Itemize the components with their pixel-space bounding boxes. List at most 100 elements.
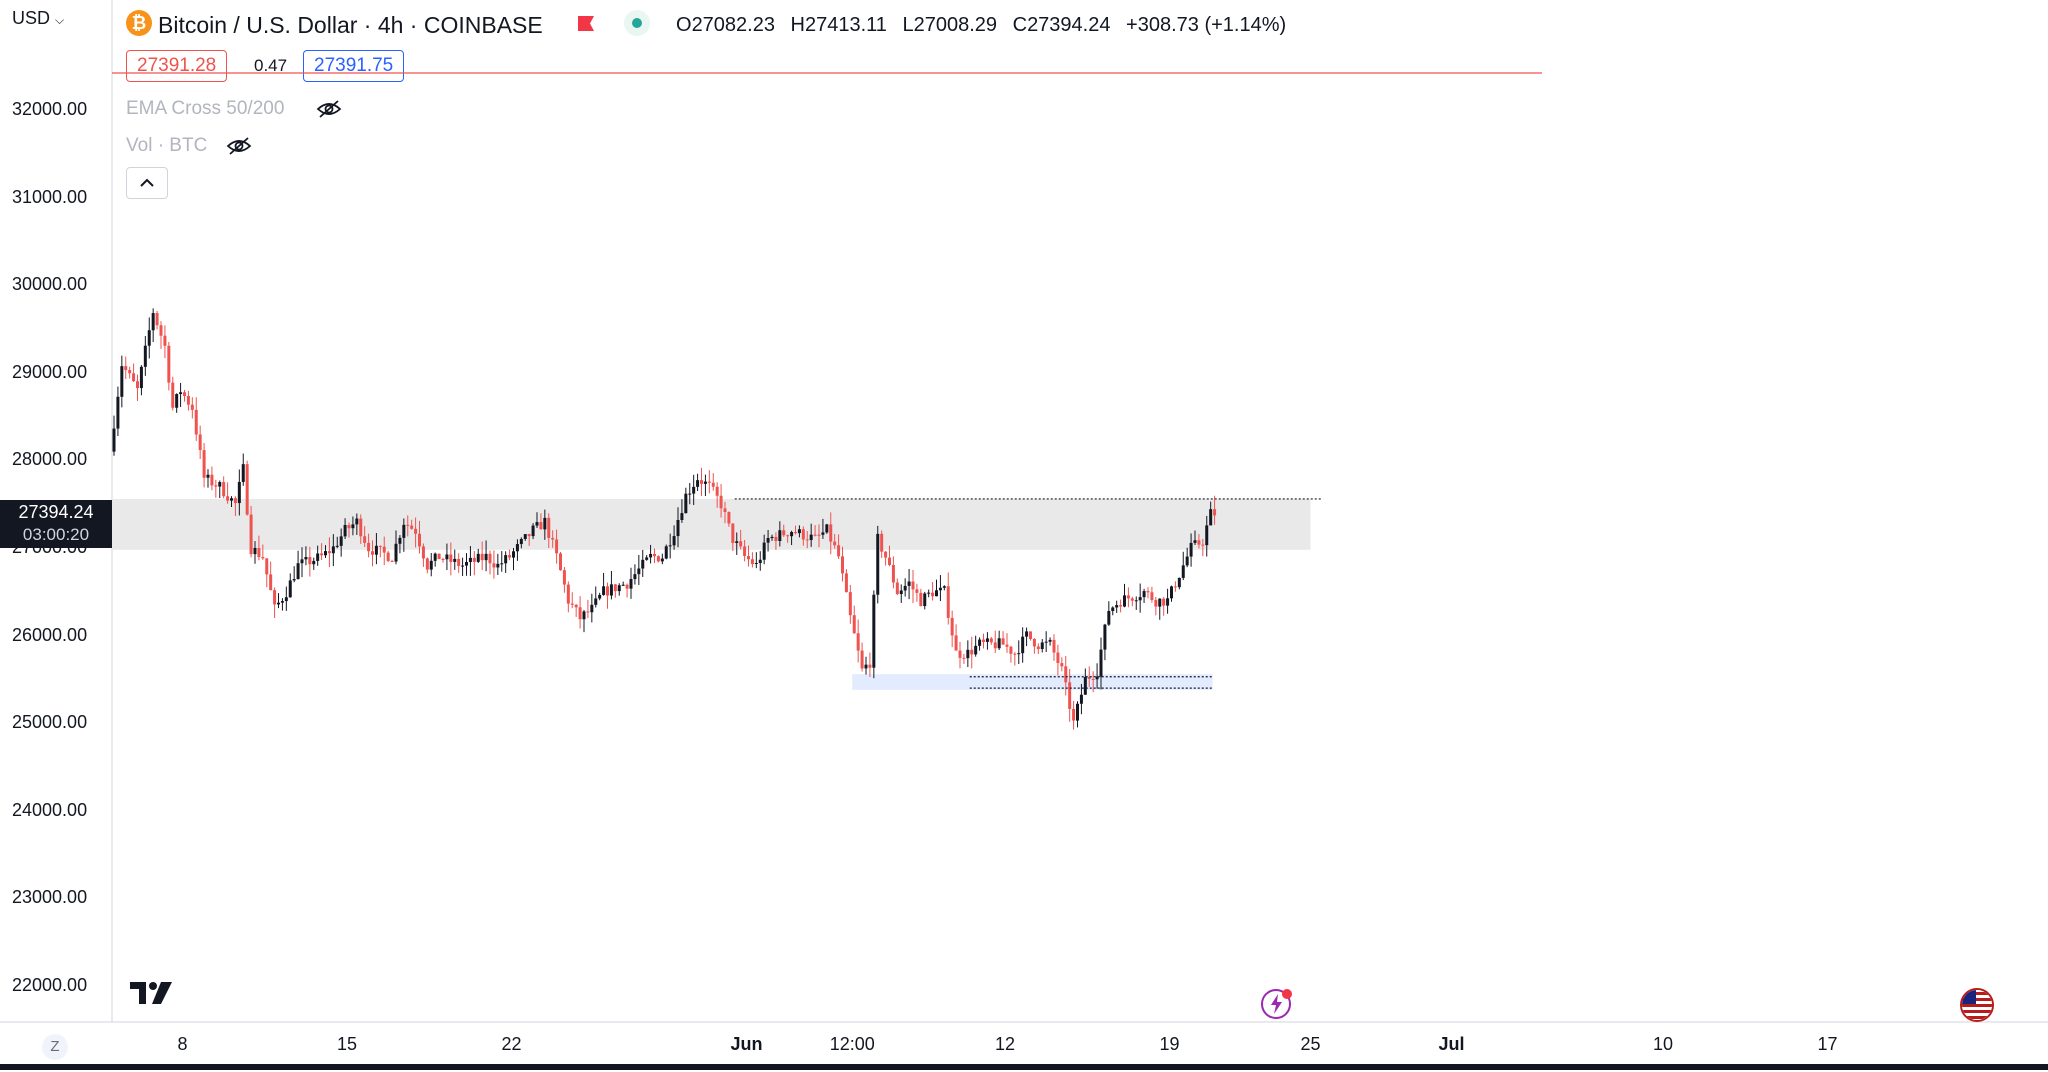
symbol-title[interactable]: Bitcoin / U.S. Dollar · 4h · COINBASE <box>158 12 543 38</box>
candle-body <box>997 638 1001 649</box>
open-label: O <box>676 14 692 36</box>
candle-body <box>139 366 143 389</box>
close-label: C <box>1012 14 1028 36</box>
candle-body <box>535 522 539 526</box>
candle-body <box>942 586 946 588</box>
market-status-icon[interactable] <box>624 10 650 36</box>
candle-body <box>1130 598 1134 601</box>
candle-body <box>637 568 641 575</box>
candle-body <box>277 602 280 605</box>
candle-body <box>488 553 492 564</box>
candle-body <box>1185 556 1189 566</box>
candle-body <box>175 394 179 408</box>
candle-body <box>680 513 684 520</box>
candle-body <box>794 532 797 534</box>
candle-body <box>1095 676 1099 680</box>
candle-body <box>555 539 559 554</box>
candle-body <box>280 601 284 603</box>
candle-body <box>598 594 602 599</box>
candle-body <box>1123 595 1126 607</box>
eye-hidden-icon[interactable] <box>316 98 342 120</box>
candle-body <box>206 474 210 478</box>
candle-body <box>1158 598 1162 607</box>
candle-body <box>214 485 218 487</box>
candle-body <box>860 650 864 669</box>
candle-body <box>429 560 433 570</box>
candle-body <box>1209 509 1213 526</box>
candle-body <box>1197 540 1201 545</box>
candle-body <box>378 545 382 547</box>
x-tick-label: 8 <box>177 1034 188 1054</box>
candle-body <box>872 594 876 668</box>
indicator-volume[interactable]: Vol · BTC <box>126 135 207 157</box>
candle-body <box>711 482 715 487</box>
candle-body <box>210 474 214 486</box>
candle-body <box>1138 597 1142 601</box>
candle-body <box>762 542 766 560</box>
candle-body <box>230 498 233 501</box>
candle-body <box>715 486 719 496</box>
candle-body <box>320 553 324 556</box>
candle-body <box>1166 598 1170 606</box>
candle-body <box>1193 540 1197 543</box>
candle-body <box>1213 509 1217 516</box>
indicator-ema-cross[interactable]: EMA Cross 50/200 <box>126 98 284 120</box>
x-tick-label: 15 <box>336 1034 358 1054</box>
candle-body <box>582 611 586 620</box>
candle-body <box>743 546 747 556</box>
candle-body <box>970 649 974 655</box>
candle-body <box>136 381 139 389</box>
candle-body <box>132 373 136 382</box>
candle-body <box>253 547 257 555</box>
candle-body <box>668 545 672 547</box>
candle-body <box>696 480 700 487</box>
candle-body <box>449 554 453 562</box>
candle-body <box>472 557 476 562</box>
candle-body <box>1083 677 1087 695</box>
candle-body <box>1064 666 1068 683</box>
candle-body <box>445 554 449 560</box>
candle-body <box>159 325 163 336</box>
candle-body <box>273 590 277 605</box>
candle-body <box>1001 638 1005 645</box>
candle-body <box>985 638 989 642</box>
currency-selector[interactable]: USD ⌵ <box>12 8 64 29</box>
eye-hidden-icon[interactable] <box>226 135 252 157</box>
candle-body <box>1111 607 1115 611</box>
currency-label: USD <box>12 8 51 28</box>
candle-body <box>778 530 782 542</box>
sell-price-button[interactable]: 27391.28 <box>126 50 228 82</box>
candle-body <box>911 581 915 590</box>
buy-price-button[interactable]: 27391.75 <box>303 50 405 82</box>
candle-body <box>527 534 531 537</box>
collapse-legend-button[interactable] <box>126 167 168 199</box>
candle-body <box>978 639 982 646</box>
lightning-icon[interactable] <box>1260 986 1294 1020</box>
candle-body <box>739 541 743 547</box>
candle-body <box>1060 663 1064 667</box>
y-tick-label: 31000.00 <box>12 186 88 207</box>
candle-body <box>613 584 617 592</box>
candle-body <box>629 579 633 589</box>
flag-icon[interactable] <box>576 15 596 32</box>
candle-body <box>457 558 461 566</box>
candle-body <box>484 553 488 561</box>
timezone-badge[interactable]: Z <box>42 1034 68 1060</box>
x-tick-label: 25 <box>1300 1034 1321 1054</box>
candle-body <box>578 607 582 620</box>
candle-body <box>226 496 230 501</box>
candle-body <box>876 533 880 595</box>
candle-body <box>653 553 656 557</box>
candle-body <box>919 592 923 607</box>
x-tick-label: 12:00 <box>829 1034 875 1054</box>
low-value: 27008.29 <box>913 14 998 36</box>
candle-body <box>374 545 378 555</box>
candle-body <box>856 633 860 651</box>
candle-body <box>1142 591 1146 598</box>
candle-body <box>664 546 668 559</box>
candle-body <box>1177 577 1181 588</box>
candle-body <box>1134 600 1138 602</box>
candle-body <box>382 546 386 553</box>
us-flag-icon[interactable] <box>1960 988 1994 1022</box>
